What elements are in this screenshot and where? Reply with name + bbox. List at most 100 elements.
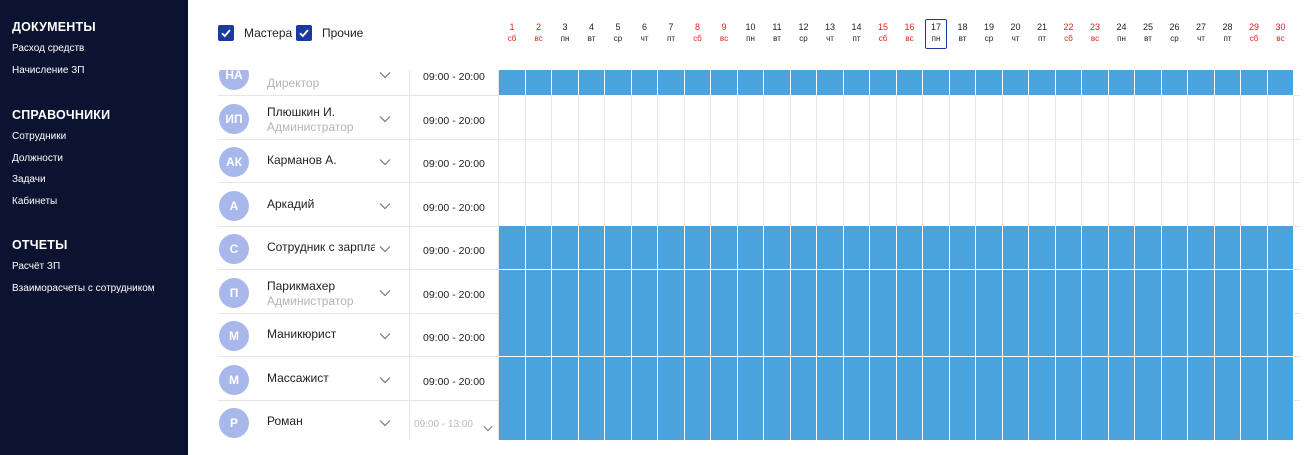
schedule-cell[interactable] — [817, 400, 844, 440]
day-header[interactable]: 3 пн — [554, 22, 576, 44]
day-header[interactable]: 21 пт — [1031, 22, 1053, 44]
schedule-cell[interactable] — [1135, 70, 1162, 96]
chevron-down-icon[interactable] — [379, 414, 391, 432]
schedule-cell[interactable] — [1108, 95, 1135, 140]
schedule-cell[interactable] — [923, 356, 950, 401]
day-header[interactable]: 16 вс — [899, 22, 921, 44]
schedule-cell[interactable] — [923, 70, 950, 96]
schedule-cell[interactable] — [1267, 70, 1294, 96]
schedule-cell[interactable] — [1002, 182, 1029, 227]
schedule-cell[interactable] — [1267, 400, 1294, 440]
day-header[interactable]: 4 вт — [581, 22, 603, 44]
schedule-cell[interactable] — [1135, 95, 1162, 140]
masters-label[interactable]: Мастера — [244, 26, 293, 40]
schedule-cell[interactable] — [737, 313, 764, 357]
schedule-cell[interactable] — [870, 313, 897, 357]
schedule-cell[interactable] — [684, 226, 711, 270]
day-header[interactable]: 22 сб — [1058, 22, 1080, 44]
schedule-cell[interactable] — [1108, 356, 1135, 401]
schedule-cell[interactable] — [764, 95, 791, 140]
schedule-cell[interactable] — [552, 269, 579, 314]
day-header[interactable]: 14 пт — [846, 22, 868, 44]
work-hours-cell[interactable]: 09:00 - 20:00 — [409, 269, 499, 314]
schedule-cell[interactable] — [764, 269, 791, 314]
schedule-cell[interactable] — [658, 269, 685, 314]
schedule-cell[interactable] — [1029, 313, 1056, 357]
schedule-cell[interactable] — [525, 313, 552, 357]
schedule-cell[interactable] — [896, 356, 923, 401]
schedule-cell[interactable] — [684, 269, 711, 314]
schedule-cell[interactable] — [790, 226, 817, 270]
schedule-cell[interactable] — [578, 313, 605, 357]
schedule-cell[interactable] — [552, 95, 579, 140]
schedule-cell[interactable] — [949, 269, 976, 314]
schedule-cell[interactable] — [1108, 139, 1135, 183]
sidebar-item[interactable]: Должности — [12, 152, 64, 164]
schedule-cell[interactable] — [1135, 400, 1162, 440]
schedule-cell[interactable] — [1082, 356, 1109, 401]
schedule-cell[interactable] — [737, 95, 764, 140]
schedule-cell[interactable] — [896, 182, 923, 227]
day-header[interactable]: 24 пн — [1111, 22, 1133, 44]
schedule-cell[interactable] — [1082, 313, 1109, 357]
schedule-cell[interactable] — [949, 182, 976, 227]
schedule-cell[interactable] — [1214, 95, 1241, 140]
day-header[interactable]: 2 вс — [528, 22, 550, 44]
schedule-cell[interactable] — [1214, 313, 1241, 357]
schedule-cell[interactable] — [1267, 313, 1294, 357]
schedule-cell[interactable] — [1267, 95, 1294, 140]
schedule-cell[interactable] — [711, 269, 738, 314]
work-hours-cell[interactable]: 09:00 - 20:00 — [409, 95, 499, 140]
schedule-cell[interactable] — [578, 269, 605, 314]
schedule-cell[interactable] — [1055, 95, 1082, 140]
schedule-cell[interactable] — [1161, 70, 1188, 96]
day-header[interactable]: 8 сб — [687, 22, 709, 44]
work-hours-cell[interactable]: 09:00 - 20:00 — [409, 139, 499, 183]
schedule-cell[interactable] — [499, 400, 526, 440]
schedule-cell[interactable] — [843, 95, 870, 140]
schedule-cell[interactable] — [1188, 356, 1215, 401]
schedule-cell[interactable] — [658, 139, 685, 183]
schedule-cell[interactable] — [578, 400, 605, 440]
schedule-cell[interactable] — [1135, 313, 1162, 357]
schedule-cell[interactable] — [1241, 226, 1268, 270]
schedule-cell[interactable] — [1188, 313, 1215, 357]
schedule-cell[interactable] — [605, 313, 632, 357]
schedule-cell[interactable] — [631, 139, 658, 183]
schedule-cell[interactable] — [949, 356, 976, 401]
schedule-cell[interactable] — [1002, 400, 1029, 440]
schedule-cell[interactable] — [658, 70, 685, 96]
schedule-cell[interactable] — [525, 400, 552, 440]
masters-checkbox[interactable] — [218, 25, 234, 41]
schedule-cell[interactable] — [578, 70, 605, 96]
schedule-cell[interactable] — [1135, 182, 1162, 227]
schedule-cell[interactable] — [605, 226, 632, 270]
schedule-cell[interactable] — [976, 182, 1003, 227]
schedule-cell[interactable] — [1188, 70, 1215, 96]
schedule-cell[interactable] — [1055, 400, 1082, 440]
schedule-cell[interactable] — [790, 313, 817, 357]
schedule-cell[interactable] — [1161, 95, 1188, 140]
schedule-cell[interactable] — [1055, 182, 1082, 227]
schedule-cell[interactable] — [843, 139, 870, 183]
schedule-cell[interactable] — [923, 313, 950, 357]
schedule-cell[interactable] — [525, 356, 552, 401]
work-hours-cell[interactable]: 09:00 - 20:00 — [409, 182, 499, 227]
chevron-down-icon[interactable] — [379, 371, 391, 389]
schedule-cell[interactable] — [658, 95, 685, 140]
schedule-cell[interactable] — [949, 95, 976, 140]
schedule-cell[interactable] — [1241, 400, 1268, 440]
schedule-cell[interactable] — [605, 400, 632, 440]
schedule-cell[interactable] — [843, 269, 870, 314]
schedule-cell[interactable] — [605, 269, 632, 314]
day-header[interactable]: 20 чт — [1005, 22, 1027, 44]
schedule-cell[interactable] — [658, 356, 685, 401]
schedule-cell[interactable] — [552, 356, 579, 401]
schedule-cell[interactable] — [552, 226, 579, 270]
schedule-cell[interactable] — [525, 226, 552, 270]
schedule-cell[interactable] — [499, 269, 526, 314]
schedule-cell[interactable] — [949, 139, 976, 183]
schedule-cell[interactable] — [711, 70, 738, 96]
schedule-cell[interactable] — [817, 70, 844, 96]
schedule-cell[interactable] — [976, 400, 1003, 440]
